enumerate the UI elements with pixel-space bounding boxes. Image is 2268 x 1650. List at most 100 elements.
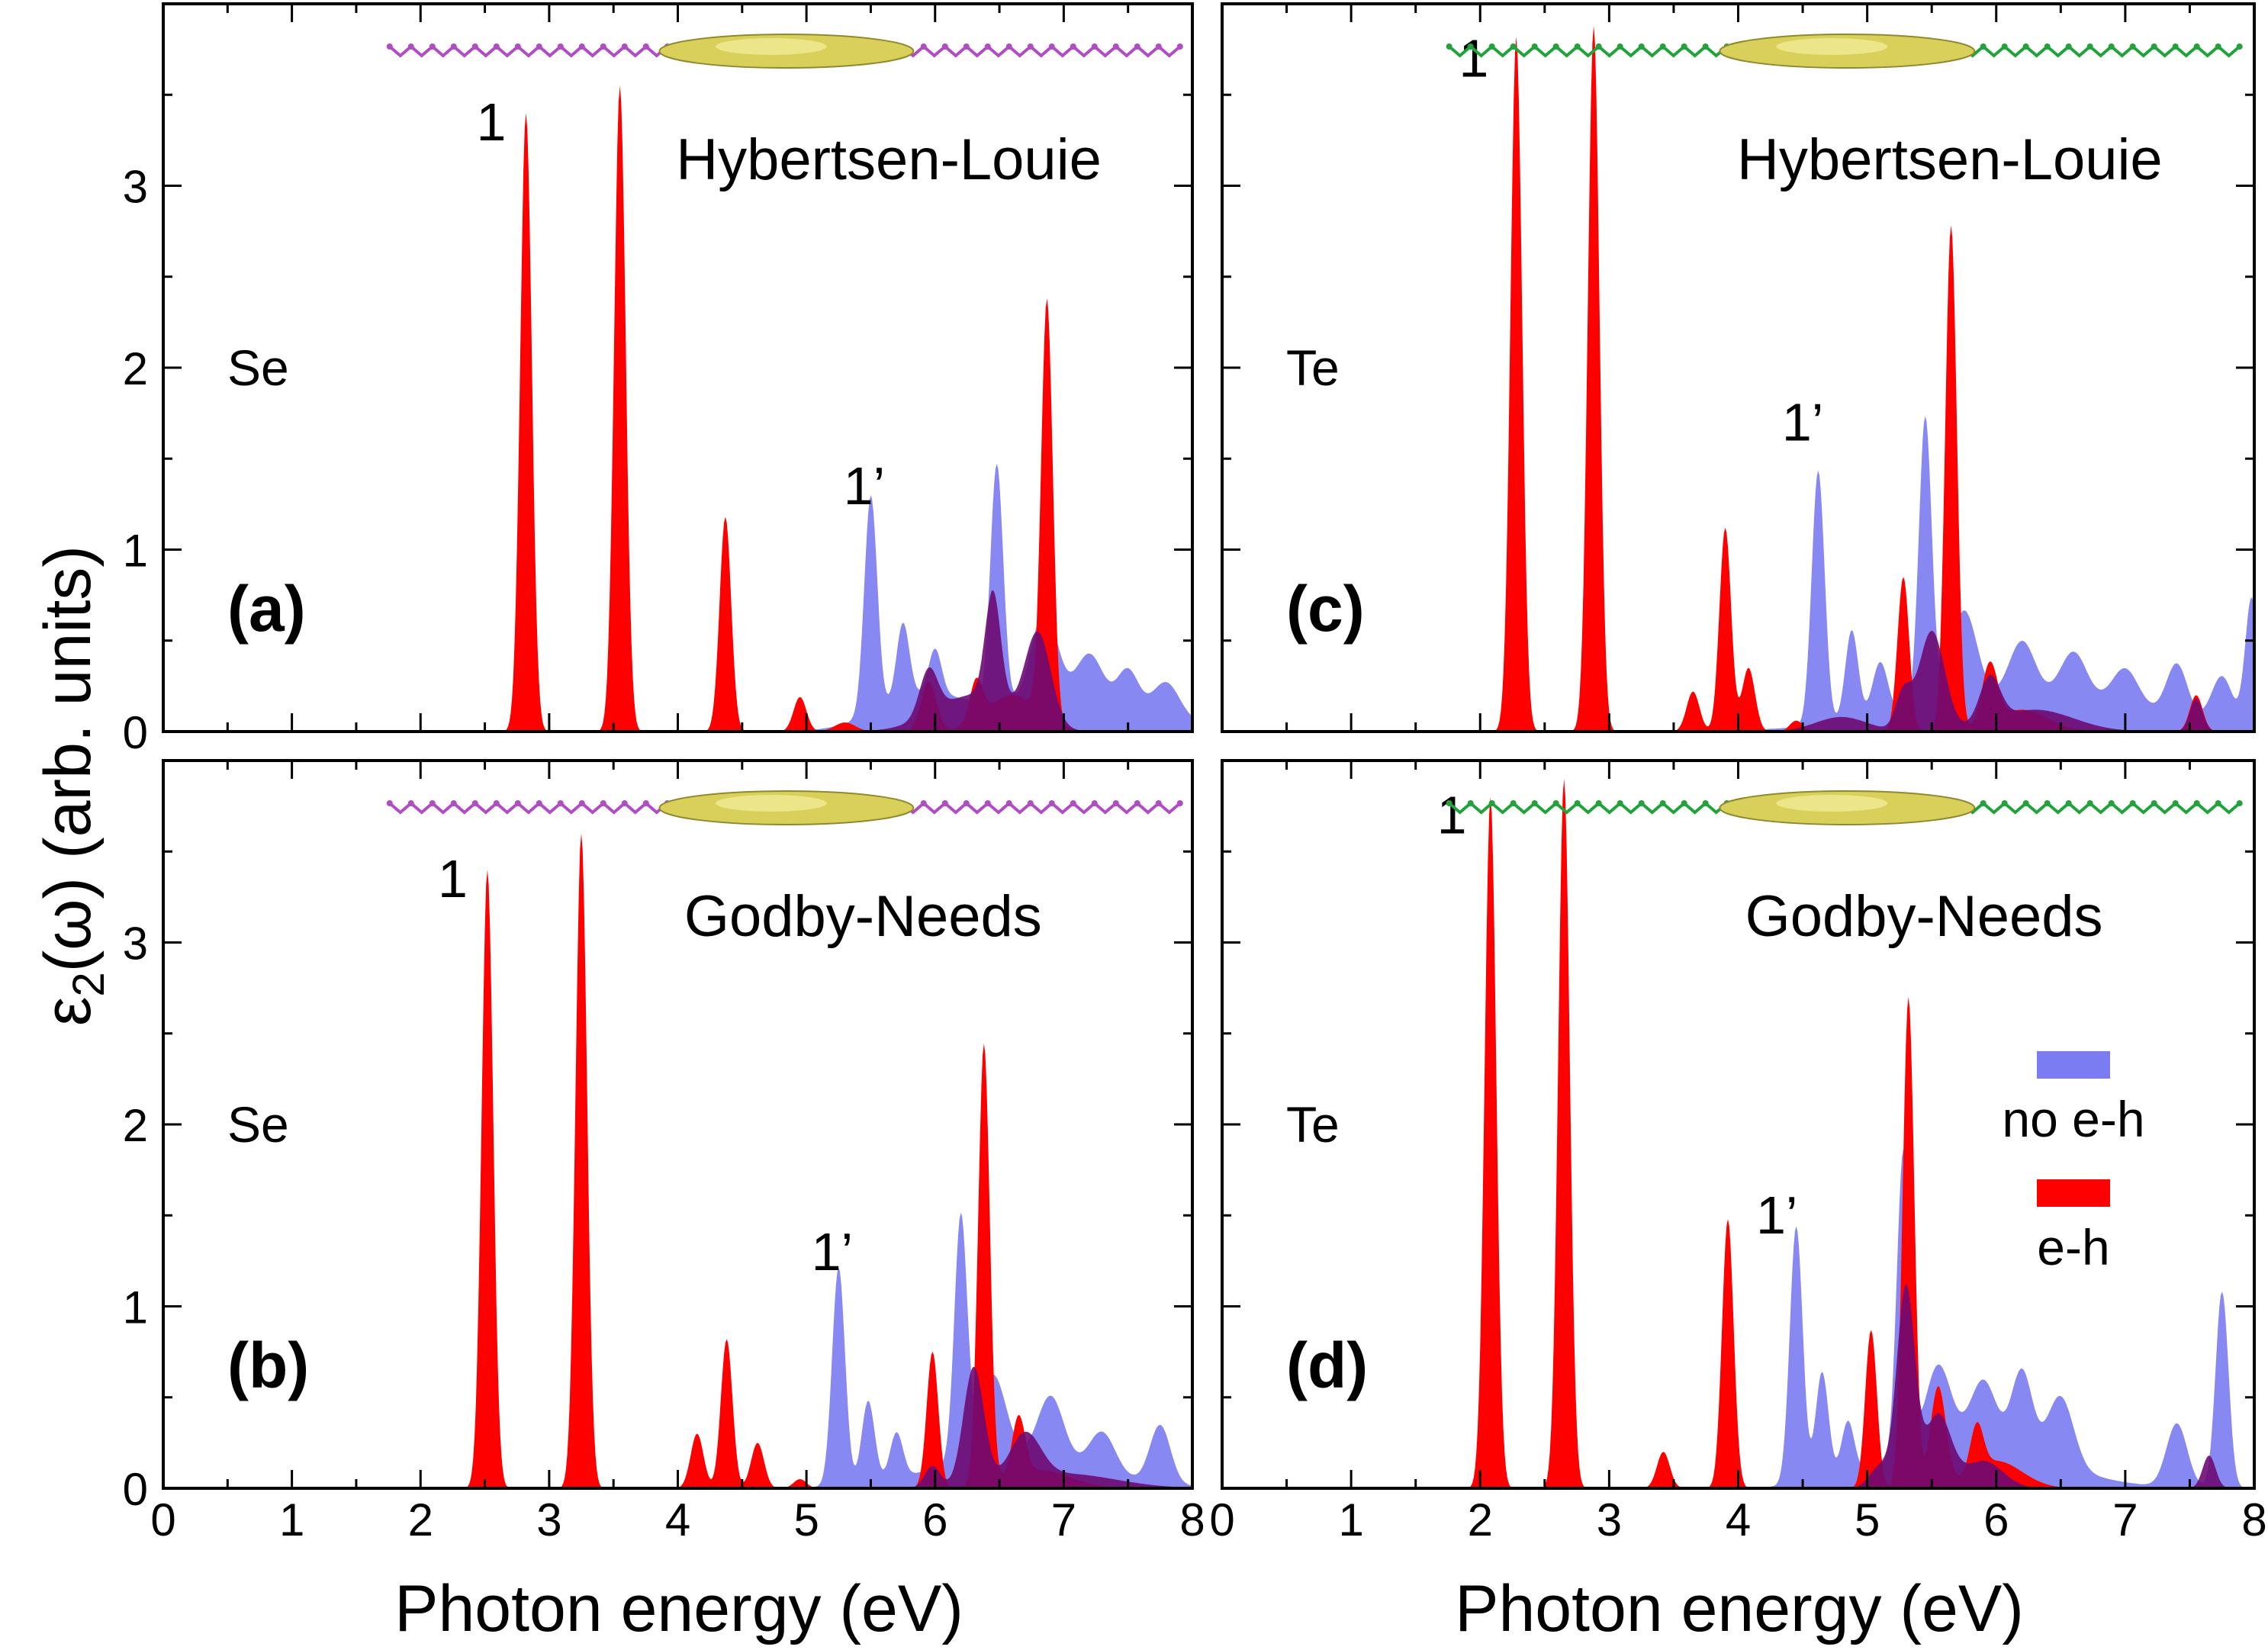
legend-label-eh: e-h (2037, 1219, 2109, 1275)
ytick-label-b: 0 (123, 1464, 148, 1515)
chain-atom-a (386, 43, 393, 50)
xtick-label-d: 4 (1726, 1494, 1751, 1545)
chain-atom-a (1070, 43, 1076, 50)
x-axis-label-left: Photon energy (eV) (394, 1572, 963, 1645)
panel-label-b: (b) (227, 1330, 309, 1401)
chain-atom-b (578, 800, 585, 806)
exciton-density-highlight-d (1776, 795, 1888, 812)
chain-atom-c (2044, 43, 2051, 50)
chain-atom-d (1467, 800, 1474, 806)
ytick-label-a: 2 (123, 343, 148, 394)
method-label-b: Godby-Needs (684, 884, 1042, 949)
xtick-label-d: 5 (1855, 1494, 1880, 1545)
panel-label-a: (a) (227, 573, 306, 645)
xtick-label-b: 8 (1179, 1494, 1205, 1545)
xtick-label-b: 6 (922, 1494, 947, 1545)
chain-atom-b (429, 800, 436, 806)
peak-label-c-0: 1 (1459, 28, 1488, 88)
chain-atom-c (1659, 43, 1666, 50)
plot-area-a (163, 85, 1192, 732)
chain-atom-a (963, 43, 970, 50)
chain-atom-a (1027, 43, 1034, 50)
chain-illustration-b (386, 790, 1183, 825)
chain-atom-b (1027, 800, 1034, 806)
peak-label-d-0: 1 (1437, 785, 1467, 844)
element-label-a: Se (227, 339, 289, 396)
y-axis-label-rest: (ω) (arb. units) (31, 545, 105, 972)
chain-atom-b (1048, 800, 1055, 806)
element-label-c: Te (1286, 339, 1340, 396)
chain-atom-d (1574, 800, 1581, 806)
x-axis-label-right: Photon energy (eV) (1455, 1572, 2024, 1645)
ytick-label-b: 2 (123, 1100, 148, 1151)
xtick-label-d: 0 (1209, 1494, 1234, 1545)
chain-atom-b (536, 800, 542, 806)
series-d-no-e-h (1222, 1149, 2254, 1488)
element-label-d: Te (1286, 1096, 1340, 1153)
chain-atom-c (2193, 43, 2200, 50)
frame-b (162, 759, 1194, 1490)
chain-atom-a (984, 43, 991, 50)
chain-atom-b (600, 800, 606, 806)
chain-atom-d (1681, 800, 1687, 806)
panel-a: 0 1 2 3 (a) Se Hybertsen-Louie 1 1’ (123, 2, 1194, 758)
peak-label-a-1: 1’ (844, 456, 885, 516)
chain-atom-c (1467, 43, 1474, 50)
chain-atom-a (1155, 43, 1162, 50)
peak-label-b-0: 1 (438, 849, 468, 909)
chain-atom-b (493, 800, 500, 806)
chain-atom-a (941, 43, 948, 50)
xtick-label-b: 5 (793, 1494, 819, 1545)
chain-atom-b (1155, 800, 1162, 806)
chain-atom-c (2065, 43, 2072, 50)
ytick-label-a: 3 (123, 162, 148, 213)
plot-area-d (1222, 778, 2254, 1488)
chain-atom-b (1091, 800, 1098, 806)
chain-atom-c (1531, 43, 1538, 50)
chain-atom-b (984, 800, 991, 806)
chain-atom-d (2022, 800, 2029, 806)
chain-atom-d (1510, 800, 1517, 806)
method-label-a: Hybertsen-Louie (676, 127, 1102, 192)
xtick-label-d: 7 (2112, 1494, 2138, 1545)
chain-atom-b (1134, 800, 1140, 806)
chain-atom-d (2044, 800, 2051, 806)
chain-atom-a (1112, 43, 1119, 50)
chain-atom-a (920, 43, 927, 50)
series-a-overlap (163, 590, 1192, 732)
element-label-b: Se (227, 1096, 289, 1153)
chain-atom-a (514, 43, 521, 50)
ytick-label-a: 1 (123, 526, 148, 577)
peak-label-b-1: 1’ (812, 1222, 853, 1282)
chain-atom-a (1005, 43, 1012, 50)
chain-atom-d (2065, 800, 2072, 806)
chain-illustration-d (1446, 790, 2243, 825)
legend: no e-h e-h (2002, 1051, 2145, 1275)
peak-label-a-0: 1 (477, 92, 507, 152)
chain-atom-c (2001, 43, 2008, 50)
chain-atom-d (1552, 800, 1559, 806)
chain-atom-d (1446, 800, 1452, 806)
chain-atom-c (2236, 43, 2243, 50)
chain-atom-d (2236, 800, 2243, 806)
exciton-density-highlight-b (716, 795, 827, 812)
chain-atom-c (1681, 43, 1687, 50)
chain-atom-a (621, 43, 628, 50)
method-label-c: Hybertsen-Louie (1737, 127, 2163, 192)
chain-atom-c (1552, 43, 1559, 50)
chain-atom-d (2108, 800, 2115, 806)
chain-atom-b (1005, 800, 1012, 806)
panel-label-d: (d) (1286, 1330, 1368, 1401)
series-a-no-e-h (163, 464, 1192, 732)
chain-atom-c (1595, 43, 1602, 50)
chain-atom-d (2086, 800, 2093, 806)
chain-atom-b (471, 800, 478, 806)
y-axis-label: ε2(ω) (arb. units) (31, 545, 114, 1026)
chain-atom-a (493, 43, 500, 50)
chain-atom-a (407, 43, 414, 50)
peak-label-d-1: 1’ (1756, 1185, 1797, 1245)
chain-atom-a (1048, 43, 1055, 50)
xtick-label-b: 0 (150, 1494, 175, 1545)
chain-atom-b (557, 800, 564, 806)
